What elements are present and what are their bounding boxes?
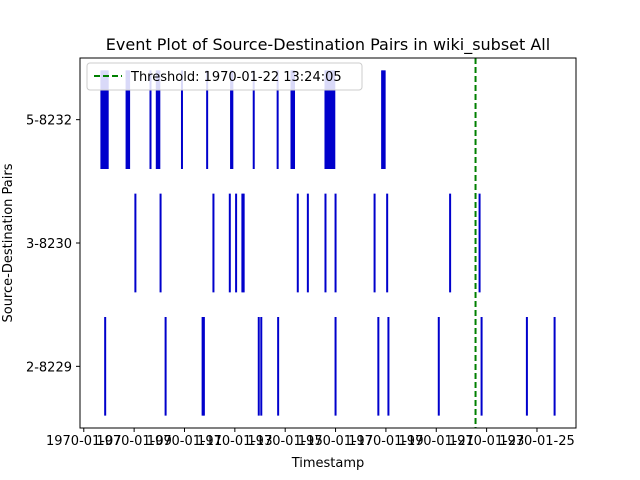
y-axis: 2-8229 3-8230 5-8232 [26, 114, 80, 375]
x-tick-label-5: 1970-01-17 [298, 434, 374, 449]
x-tick-label-4: 1970-01-15 [247, 434, 323, 449]
x-tick-label-2: 1970-01-11 [147, 434, 223, 449]
y-tick-label-0: 2-8229 [26, 360, 72, 375]
x-axis: 1970-01-071970-01-091970-01-111970-01-13… [46, 428, 575, 449]
x-tick-label-7: 1970-01-21 [398, 434, 474, 449]
x-tick-label-1: 1970-01-09 [96, 434, 172, 449]
legend-box [86, 62, 363, 91]
x-tick-label-6: 1970-01-19 [348, 434, 424, 449]
y-axis-label: Source-Destination Pairs [1, 163, 16, 322]
legend-label-threshold: Threshold: 1970-01-22 13:24:05 [130, 70, 342, 85]
y-tick-label-1: 3-8230 [26, 237, 72, 252]
event-lines [100, 70, 556, 416]
y-tick-label-2: 5-8232 [26, 114, 72, 129]
x-tick-label-8: 1970-01-23 [449, 434, 525, 449]
x-tick-label-0: 1970-01-07 [46, 434, 122, 449]
chart-title: Event Plot of Source-Destination Pairs i… [106, 35, 550, 55]
x-tick-label-3: 1970-01-13 [197, 434, 273, 449]
x-axis-label: Timestamp [291, 456, 365, 471]
legend: Threshold: 1970-01-22 13:24:05 [86, 62, 363, 91]
x-tick-label-9: 1970-01-25 [499, 434, 575, 449]
